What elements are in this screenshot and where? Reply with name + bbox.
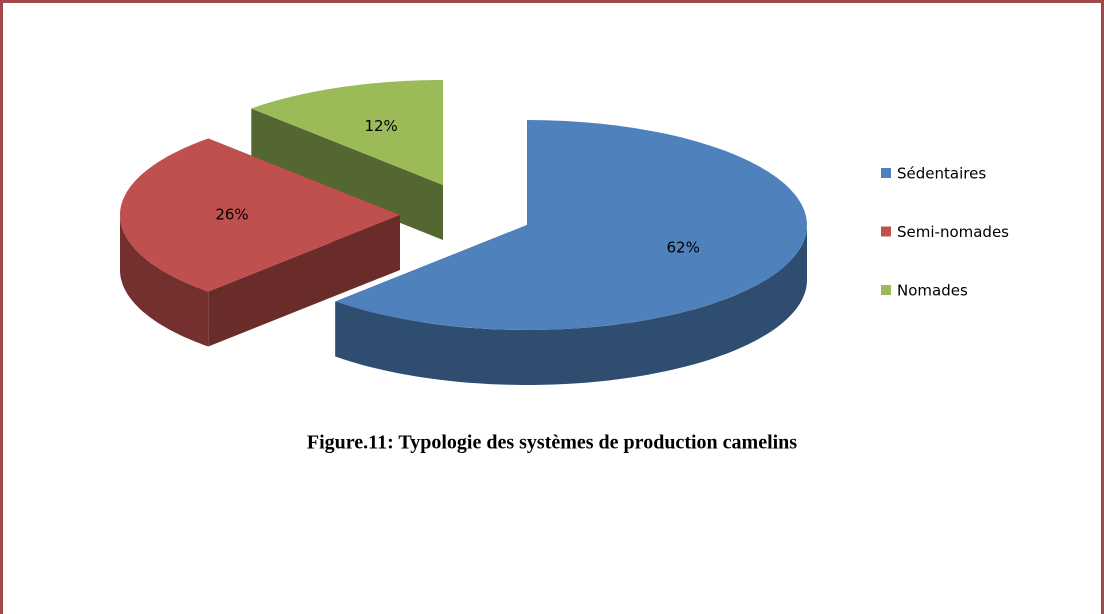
data-label: 26% [215,206,248,224]
legend-swatch [881,168,891,178]
slice-side [120,215,209,347]
legend-swatch [881,285,891,295]
slice [251,80,443,185]
legend-label: Sédentaires [897,165,986,183]
legend-swatch [881,226,891,237]
slice [335,120,807,330]
data-label: 62% [667,239,700,257]
chart-title: Figure.11: Typologie des systèmes de pro… [307,432,797,454]
legend-label: Nomades [897,282,968,300]
slice [120,138,400,292]
pie [120,80,807,385]
slice-side [335,225,807,385]
data-label: 12% [364,117,397,135]
slice-wall [251,108,443,240]
legend-label: Semi-nomades [897,223,1009,241]
